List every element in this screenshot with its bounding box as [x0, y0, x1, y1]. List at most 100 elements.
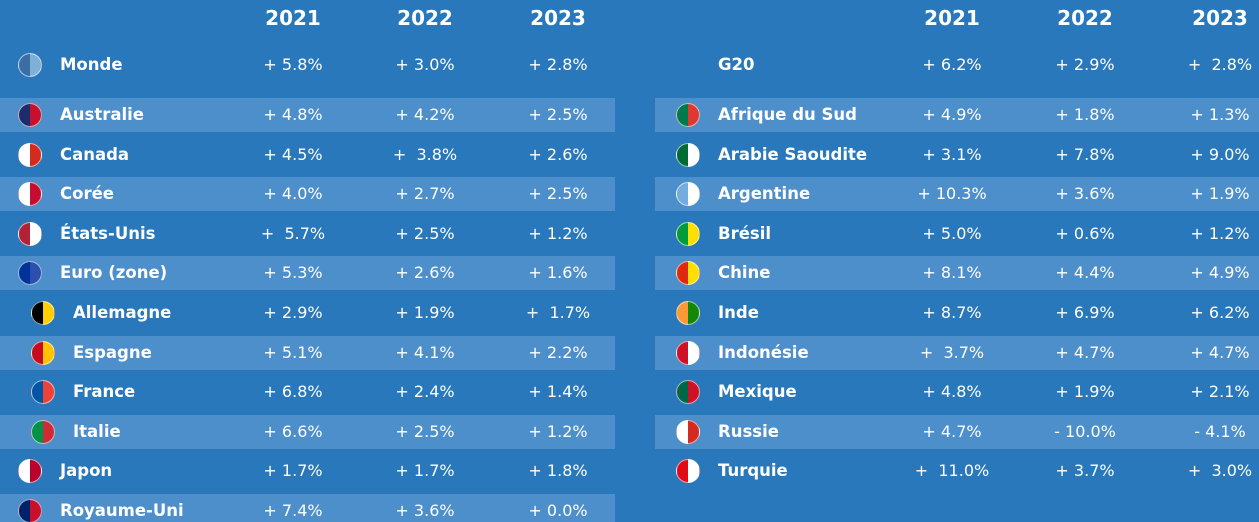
growth-value: + 6.9%: [1055, 303, 1115, 322]
growth-value: + 2.5%: [528, 105, 588, 124]
flag-icon: [31, 301, 55, 325]
row-label: Canada: [60, 144, 130, 164]
row-label: Chine: [718, 263, 771, 283]
growth-value: + 4.4%: [1055, 263, 1115, 283]
growth-value: + 1.2%: [528, 223, 588, 243]
growth-value: + 2.5%: [528, 184, 588, 204]
flag-icon: [676, 340, 700, 365]
growth-value: + 4.0%: [263, 184, 323, 204]
row-label: France: [73, 382, 136, 402]
flag-icon: [31, 380, 55, 405]
growth-value: + 3.7%: [1055, 461, 1115, 481]
growth-value: + 5.3%: [263, 263, 323, 283]
row-label: Corée: [60, 184, 114, 204]
row-label: États-Unis: [60, 223, 156, 243]
growth-value: + 1.6%: [528, 263, 588, 283]
flag-icon: [18, 221, 42, 246]
growth-value: + 5.7%: [260, 223, 326, 243]
growth-value: - 10.0%: [1054, 421, 1116, 441]
growth-value: + 8.7%: [922, 303, 982, 322]
growth-value: + 1.7%: [525, 303, 591, 322]
growth-value: + 1.2%: [528, 421, 588, 441]
row-stripe: [655, 414, 1259, 449]
row-stripe: [0, 256, 615, 291]
row-stripe: [0, 414, 615, 449]
growth-value: + 2.4%: [395, 382, 455, 402]
row-label: Royaume-Uni: [60, 501, 184, 520]
flag-icon: [676, 459, 700, 484]
growth-value: + 6.6%: [263, 421, 323, 441]
growth-value: + 1.9%: [1055, 382, 1115, 402]
growth-value: + 3.0%: [395, 55, 455, 74]
growth-value: - 4.1%: [1194, 421, 1246, 441]
growth-value: + 4.7%: [922, 421, 982, 441]
row-label: Inde: [718, 303, 759, 322]
year-header: 2021: [265, 6, 321, 30]
growth-value: + 6.2%: [1190, 303, 1250, 322]
row-label: Afrique du Sud: [718, 105, 857, 124]
flag-icon: [676, 221, 700, 246]
growth-value: + 2.1%: [1190, 382, 1250, 402]
growth-value: + 0.6%: [1055, 223, 1115, 243]
flag-icon: [18, 499, 42, 522]
growth-value: + 2.6%: [528, 144, 588, 164]
row-label: Italie: [73, 421, 121, 441]
year-header: 2023: [530, 6, 586, 30]
row-label: Monde: [60, 55, 123, 74]
growth-value: + 8.1%: [922, 263, 982, 283]
row-label: Japon: [60, 461, 113, 481]
growth-value: + 1.7%: [395, 461, 455, 481]
growth-value: + 2.7%: [395, 184, 455, 204]
flag-icon: [676, 419, 700, 444]
row-label: G20: [718, 55, 755, 74]
row-stripe: [655, 335, 1259, 370]
growth-value: + 5.8%: [263, 55, 323, 74]
row-label: Arabie Saoudite: [718, 144, 868, 164]
growth-value: + 2.9%: [263, 303, 323, 322]
flag-icon: [676, 301, 700, 325]
row-stripe: [655, 98, 1259, 132]
row-stripe: [655, 177, 1259, 212]
growth-value: + 4.8%: [263, 105, 323, 124]
growth-value: + 1.9%: [1190, 184, 1250, 204]
growth-value: + 1.2%: [1190, 223, 1250, 243]
flag-icon: [676, 103, 700, 127]
flag-icon: [676, 182, 700, 207]
growth-value: + 1.8%: [1055, 105, 1115, 124]
growth-value: + 1.8%: [528, 461, 588, 481]
growth-value: + 1.3%: [1190, 105, 1250, 124]
growth-value: + 3.7%: [919, 342, 985, 362]
growth-value: + 3.6%: [1055, 184, 1115, 204]
row-stripe: [0, 177, 615, 212]
growth-value: + 4.9%: [1190, 263, 1250, 283]
row-stripe: [0, 494, 615, 522]
row-label: Australie: [60, 105, 144, 124]
row-stripe: [0, 98, 615, 132]
growth-value: + 4.1%: [395, 342, 455, 362]
flag-icon: [676, 380, 700, 405]
flag-icon: [18, 53, 42, 77]
growth-value: + 4.2%: [395, 105, 455, 124]
year-header: 2021: [924, 6, 980, 30]
growth-value: + 6.8%: [263, 382, 323, 402]
growth-value: + 2.6%: [395, 263, 455, 283]
growth-value: + 3.6%: [395, 501, 455, 520]
growth-value: + 7.4%: [263, 501, 323, 520]
growth-value: + 9.0%: [1190, 144, 1250, 164]
flag-icon: [18, 182, 42, 207]
row-label: Indonésie: [718, 342, 809, 362]
row-stripe: [0, 335, 615, 370]
flag-icon: [676, 142, 700, 167]
growth-value: + 10.3%: [917, 184, 987, 204]
growth-value: + 4.7%: [1190, 342, 1250, 362]
growth-value: + 2.5%: [395, 421, 455, 441]
flag-icon: [18, 142, 42, 167]
row-label: Turquie: [718, 461, 788, 481]
growth-value: + 4.9%: [922, 105, 982, 124]
growth-value: + 1.7%: [263, 461, 323, 481]
growth-value: + 2.8%: [1187, 55, 1253, 74]
growth-value: + 5.1%: [263, 342, 323, 362]
growth-value: + 2.9%: [1055, 55, 1115, 74]
row-label: Russie: [718, 421, 779, 441]
